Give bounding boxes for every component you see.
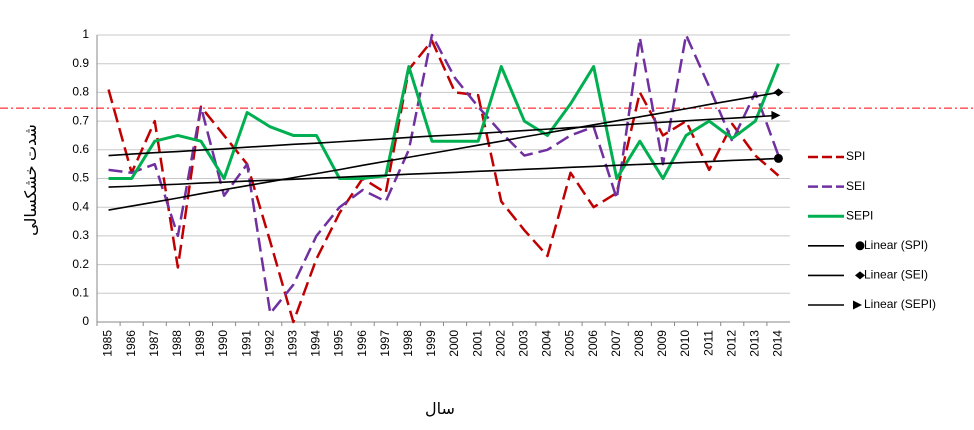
x-tick-label: 2000 [447,330,461,357]
x-tick-label: 1988 [170,330,184,357]
y-tick-label: 0.2 [72,257,89,271]
x-tick-label: 1991 [239,330,253,357]
x-tick-label: 2010 [678,330,692,357]
y-axis-label: شدت خشکسالی [23,124,40,236]
y-tick-label: 0.5 [72,171,89,185]
y-tick-label: 0.1 [72,285,89,299]
y-tick-label: 0.4 [72,199,89,213]
series-line [108,91,779,211]
trend-end-marker [773,153,783,163]
x-tick-label: 2002 [493,330,507,357]
legend-marker [855,241,865,251]
x-tick-label: 2006 [586,330,600,357]
x-tick-label: 1996 [355,330,369,357]
legend-label: SPI [846,149,865,163]
x-tick-label: 1998 [401,330,415,357]
x-tick-label: 2011 [701,330,715,356]
x-tick-label: 1995 [332,330,346,357]
x-tick-label: 1986 [124,330,138,357]
x-tick-label: 2004 [540,330,554,357]
x-tick-label: 2009 [655,330,669,357]
x-tick-label: 1987 [147,330,161,357]
series-line [108,33,780,315]
y-tick-label: 0.3 [72,228,89,242]
x-tick-label: 2013 [748,330,762,357]
legend-marker [853,300,862,310]
x-tick-label: 1997 [378,330,392,357]
y-tick-label: 0.8 [72,85,89,99]
x-tick-label: 1992 [262,330,276,357]
y-tick-label: 0.7 [72,113,89,127]
legend-label: Linear (SPI) [864,238,928,252]
x-tick-label: 1994 [309,330,323,357]
x-tick-label: 1990 [216,330,230,357]
series-line [108,157,779,188]
y-tick-label: 1 [82,27,89,41]
x-tick-label: 2001 [470,330,484,357]
y-tick-label: 0 [82,314,89,328]
x-tick-label: 1993 [286,330,300,357]
series-line [107,39,780,324]
trend-end-marker [773,88,784,97]
y-tick-label: 0.6 [72,142,89,156]
legend-label: Linear (SEI) [864,268,928,282]
x-tick-label: 1999 [424,330,438,357]
x-tick-label: 2003 [517,330,531,357]
series-line [108,114,779,157]
legend-marker [855,271,865,280]
legend-label: SEI [846,179,865,193]
x-tick-label: 2014 [771,330,785,357]
x-tick-label: 1985 [101,330,115,357]
x-tick-label: 2008 [632,330,646,357]
x-tick-label: 2007 [609,330,623,357]
legend-label: Linear (SEPI) [864,297,936,311]
x-tick-label: 2005 [563,330,577,357]
legend-label: SEPI [846,208,873,222]
x-tick-label: 1989 [193,330,207,357]
x-axis-label: سال [425,401,455,418]
series-line [108,63,780,180]
x-tick-label: 2012 [724,330,738,357]
trend-end-marker [771,110,781,120]
y-tick-label: 0.9 [72,56,89,70]
